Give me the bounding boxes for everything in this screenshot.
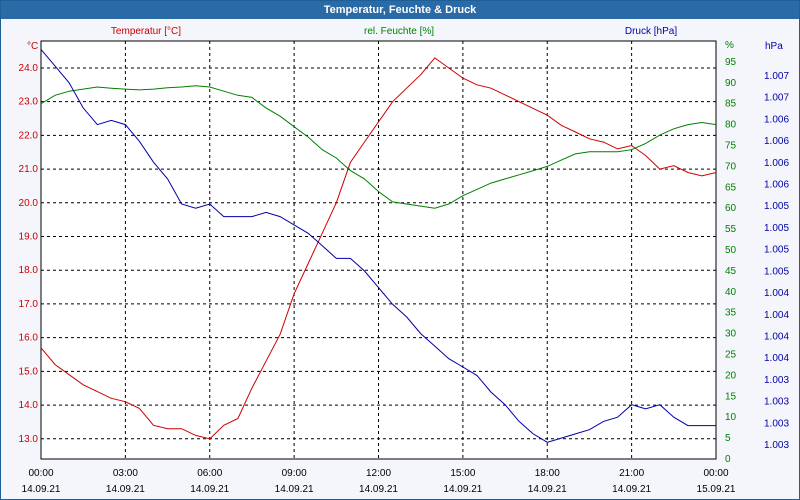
left-tick-label: 18.0: [19, 265, 39, 276]
right-tick-label: 55: [725, 224, 737, 235]
right-axis-unit: %: [725, 40, 734, 51]
right-tick-label: 35: [725, 308, 737, 319]
far-right-tick-label: 1.006: [764, 180, 789, 191]
far-right-tick-label: 1.003: [764, 418, 789, 429]
far-right-tick-label: 1.007: [764, 93, 789, 104]
right-tick-label: 90: [725, 78, 737, 89]
x-tick-date: 14.09.21: [443, 484, 482, 495]
far-right-tick-label: 1.007: [764, 71, 789, 82]
far-right-tick-label: 1.004: [764, 310, 789, 321]
far-right-tick-label: 1.005: [764, 223, 789, 234]
series-line-temperature: [40, 57, 717, 440]
right-tick-label: 10: [725, 412, 737, 423]
x-tick-time: 15:00: [450, 468, 475, 479]
x-tick-date: 15.09.21: [697, 484, 736, 495]
x-tick-time: 00:00: [703, 468, 728, 479]
right-tick-label: 95: [725, 57, 737, 68]
far-right-tick-label: 1.003: [764, 440, 789, 451]
left-tick-label: 17.0: [19, 299, 39, 310]
x-tick-date: 14.09.21: [190, 484, 229, 495]
right-tick-label: 0: [725, 454, 731, 465]
right-tick-label: 15: [725, 391, 737, 402]
x-tick-time: 03:00: [113, 468, 138, 479]
left-tick-label: 22.0: [19, 130, 39, 141]
right-tick-label: 5: [725, 433, 731, 444]
left-tick-label: 14.0: [19, 400, 39, 411]
x-tick-time: 21:00: [619, 468, 644, 479]
right-tick-label: 25: [725, 350, 737, 361]
right-tick-label: 50: [725, 245, 737, 256]
far-right-tick-label: 1.006: [764, 136, 789, 147]
far-right-tick-label: 1.004: [764, 288, 789, 299]
right-tick-label: 60: [725, 203, 737, 214]
far-right-axis-unit: hPa: [765, 41, 783, 52]
x-tick-time: 18:00: [535, 468, 560, 479]
left-tick-label: 20.0: [19, 198, 39, 209]
right-tick-label: 65: [725, 182, 737, 193]
right-tick-label: 80: [725, 120, 737, 131]
legend-humidity: rel. Feuchte [%]: [364, 26, 434, 37]
left-tick-label: 13.0: [19, 434, 39, 445]
x-tick-time: 09:00: [282, 468, 307, 479]
x-tick-date: 14.09.21: [106, 484, 145, 495]
x-tick-date: 14.09.21: [612, 484, 651, 495]
right-tick-label: 85: [725, 99, 737, 110]
legend-temperature: Temperatur [°C]: [111, 26, 181, 37]
far-right-tick-label: 1.004: [764, 331, 789, 342]
x-tick-date: 14.09.21: [359, 484, 398, 495]
far-right-tick-label: 1.006: [764, 158, 789, 169]
far-right-tick-label: 1.004: [764, 353, 789, 364]
far-right-tick-label: 1.006: [764, 114, 789, 125]
right-tick-label: 40: [725, 287, 737, 298]
left-tick-label: 19.0: [19, 232, 39, 243]
left-axis-unit: °C: [27, 41, 38, 52]
x-tick-time: 00:00: [28, 468, 53, 479]
far-right-tick-label: 1.005: [764, 245, 789, 256]
chart-title: Temperatur, Feuchte & Druck: [1, 1, 799, 19]
legend-pressure: Druck [hPa]: [625, 26, 677, 37]
series-line-humidity: [40, 85, 717, 209]
left-tick-label: 15.0: [19, 366, 39, 377]
left-tick-label: 16.0: [19, 333, 39, 344]
x-tick-date: 14.09.21: [22, 484, 61, 495]
left-tick-label: 21.0: [19, 164, 39, 175]
left-tick-label: 24.0: [19, 63, 39, 74]
right-tick-label: 45: [725, 266, 737, 277]
far-right-tick-label: 1.005: [764, 201, 789, 212]
far-right-tick-label: 1.005: [764, 266, 789, 277]
x-tick-time: 06:00: [197, 468, 222, 479]
right-tick-label: 20: [725, 370, 737, 381]
x-tick-time: 12:00: [366, 468, 391, 479]
far-right-tick-label: 1.003: [764, 375, 789, 386]
series-line-pressure: [40, 49, 716, 443]
left-tick-label: 23.0: [19, 97, 39, 108]
right-tick-label: 75: [725, 141, 737, 152]
right-tick-label: 30: [725, 329, 737, 340]
x-tick-date: 14.09.21: [275, 484, 314, 495]
far-right-tick-label: 1.003: [764, 397, 789, 408]
x-tick-date: 14.09.21: [528, 484, 567, 495]
right-tick-label: 70: [725, 161, 737, 172]
